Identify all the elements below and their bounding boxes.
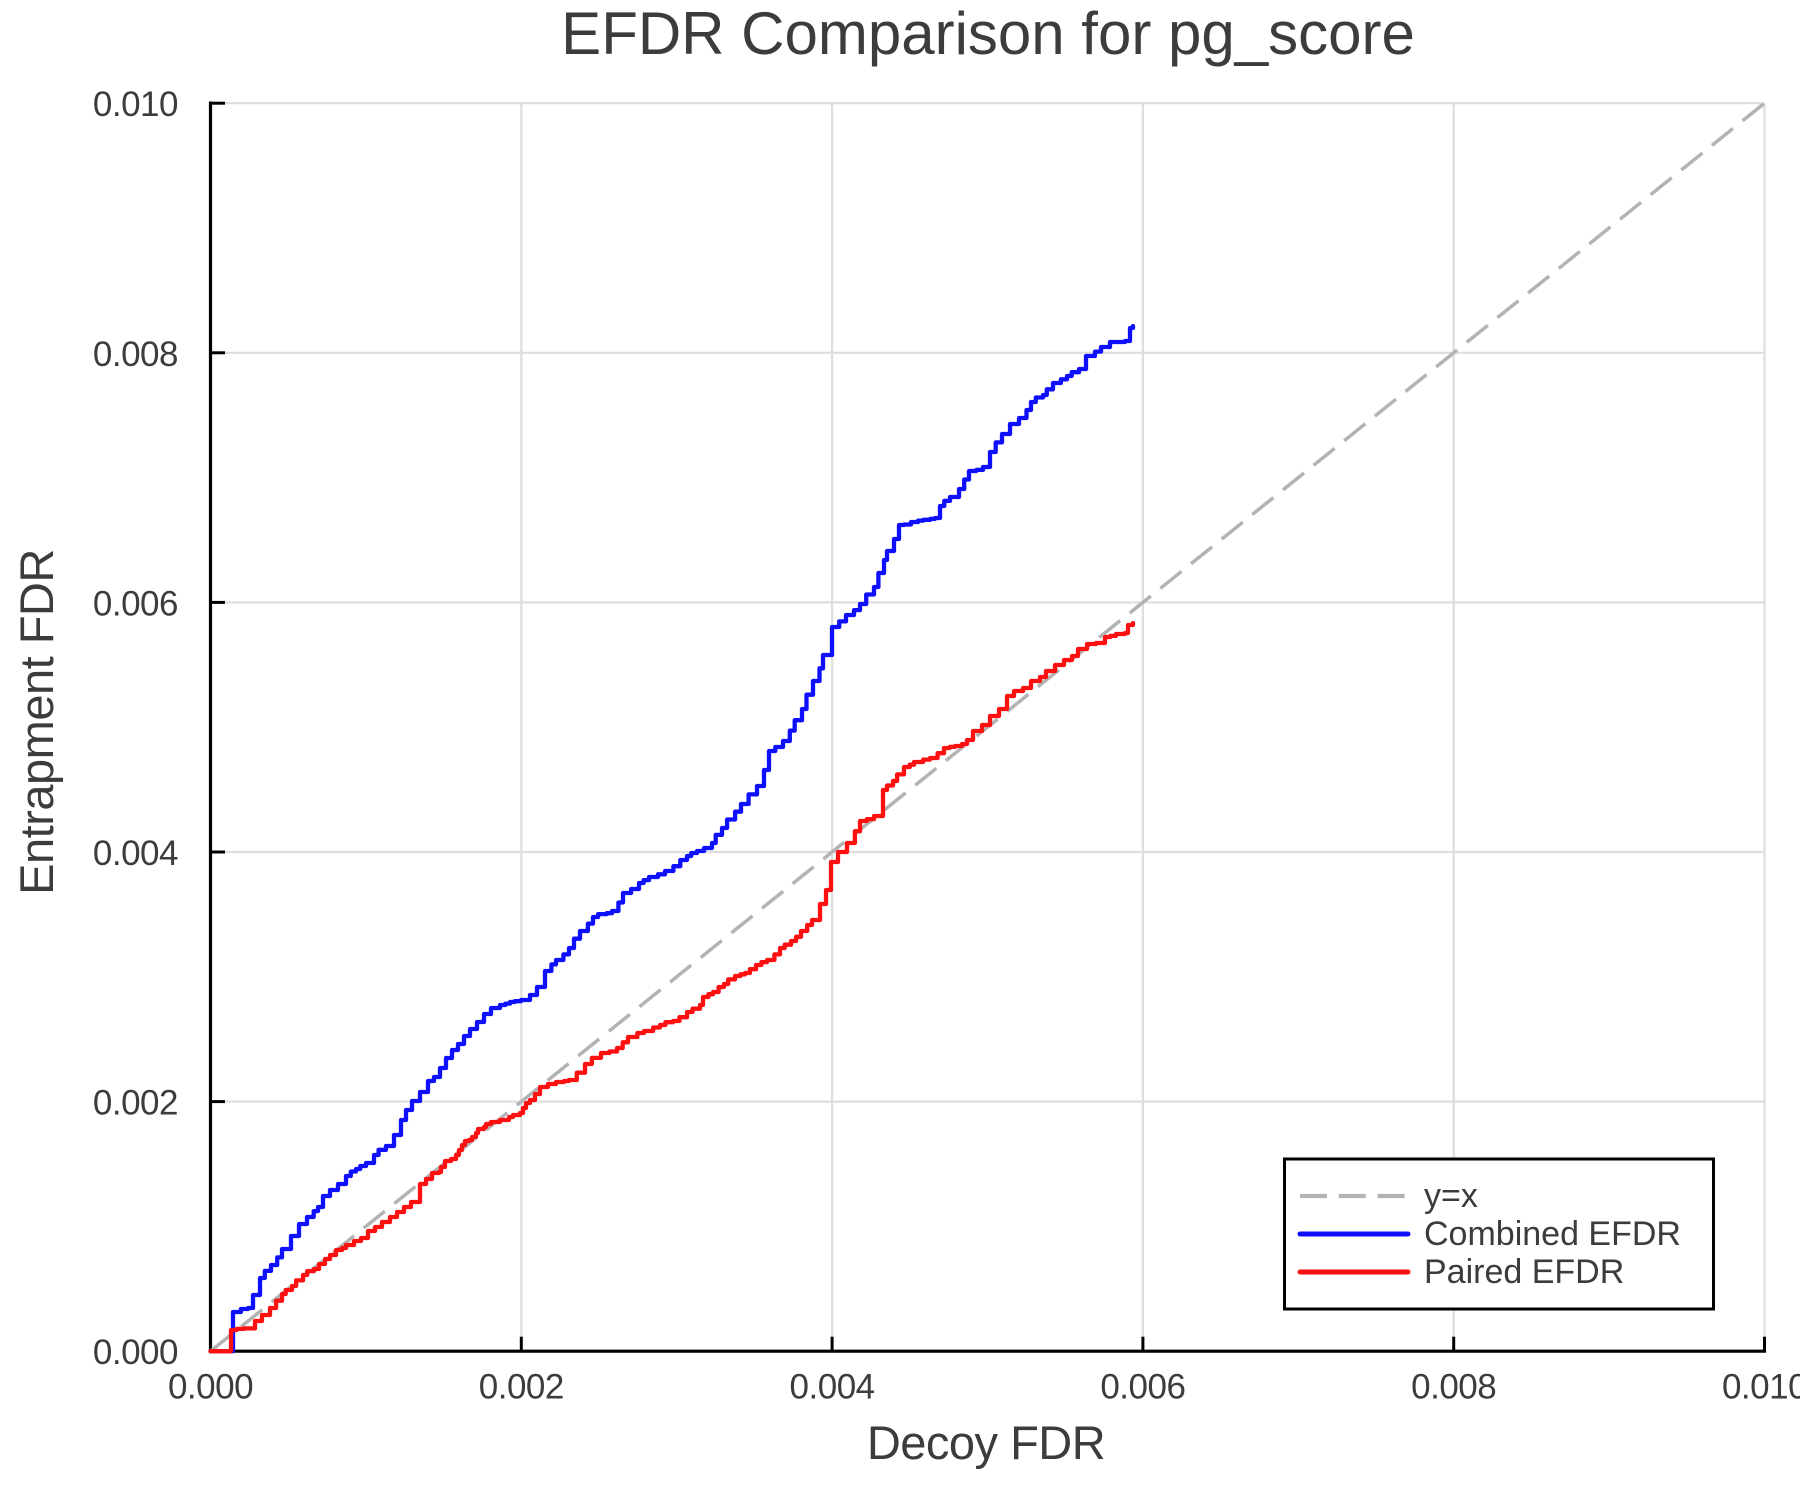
svg-text:0.006: 0.006: [1100, 1368, 1185, 1407]
svg-text:0.004: 0.004: [93, 834, 178, 873]
svg-text:Paired EFDR: Paired EFDR: [1424, 1253, 1624, 1291]
svg-text:0.002: 0.002: [93, 1084, 178, 1123]
svg-text:0.010: 0.010: [93, 85, 178, 124]
svg-text:Decoy FDR: Decoy FDR: [867, 1416, 1105, 1469]
svg-text:Combined EFDR: Combined EFDR: [1424, 1215, 1681, 1253]
svg-text:0.004: 0.004: [790, 1368, 875, 1407]
svg-text:0.008: 0.008: [93, 335, 178, 374]
svg-text:y=x: y=x: [1424, 1177, 1478, 1215]
svg-text:0.000: 0.000: [93, 1333, 178, 1372]
svg-text:0.002: 0.002: [479, 1368, 564, 1407]
svg-text:0.006: 0.006: [93, 584, 178, 623]
svg-text:0.008: 0.008: [1411, 1368, 1496, 1407]
svg-text:EFDR Comparison for pg_score: EFDR Comparison for pg_score: [561, 0, 1415, 67]
svg-text:0.000: 0.000: [168, 1368, 253, 1407]
svg-text:0.010: 0.010: [1722, 1368, 1800, 1407]
svg-text:Entrapment FDR: Entrapment FDR: [10, 549, 63, 895]
